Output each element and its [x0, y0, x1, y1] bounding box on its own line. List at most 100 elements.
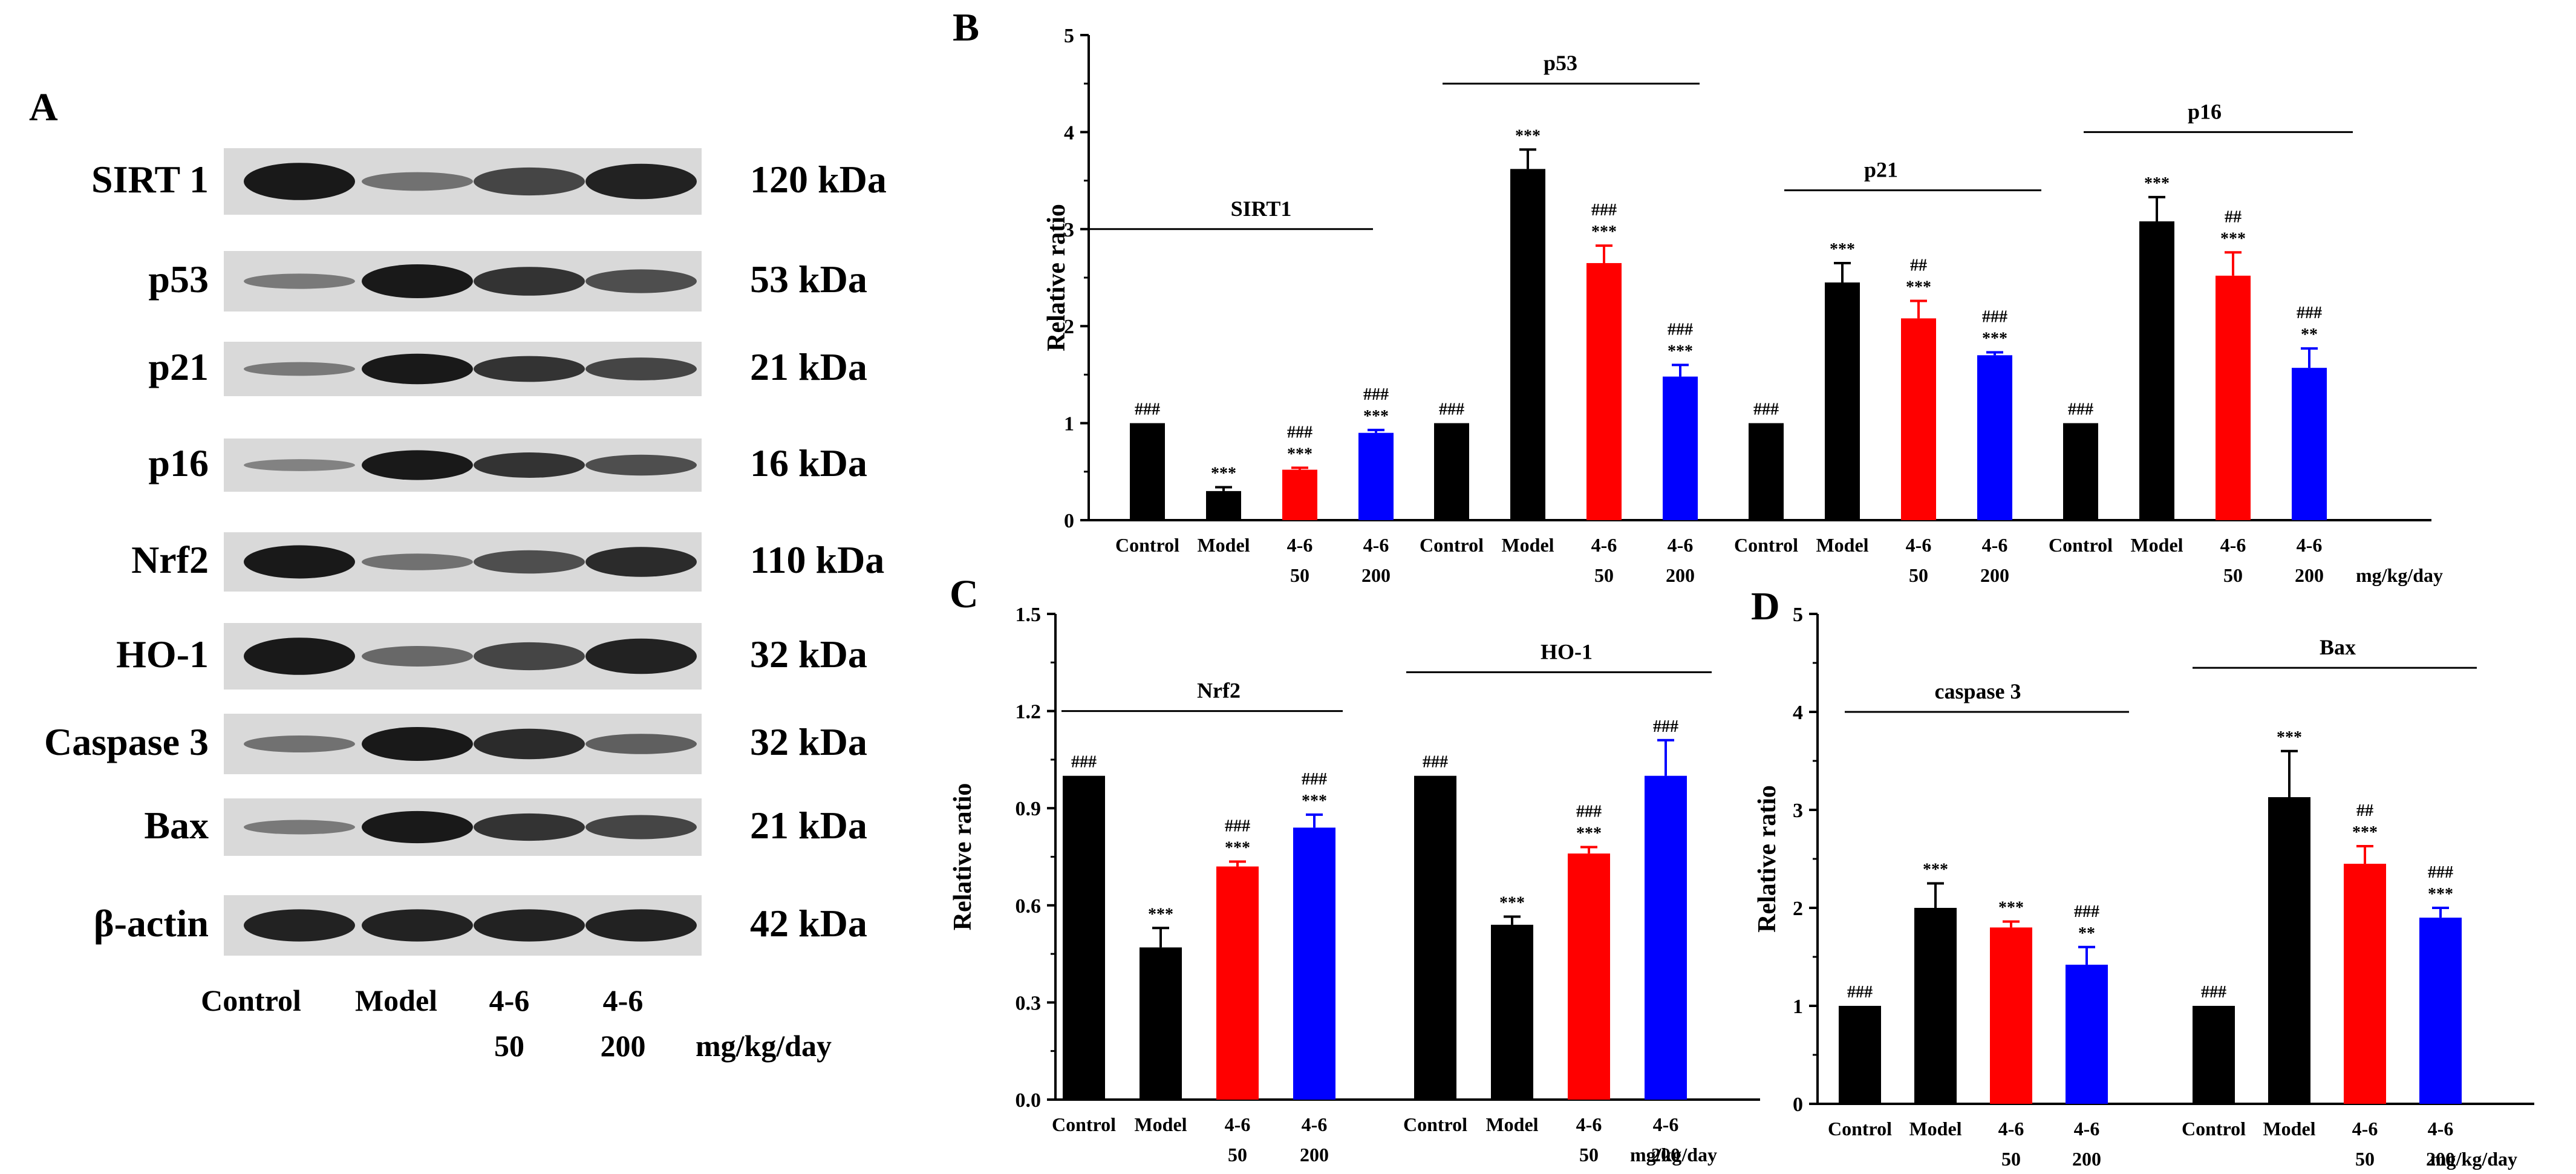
lane-label-control: Control — [201, 983, 301, 1017]
blot-band — [244, 820, 355, 835]
x-dose-label: 50 — [1579, 1144, 1599, 1166]
x-category-label: Model — [1816, 534, 1868, 556]
blot-band — [244, 909, 355, 942]
y-tick-label: 2 — [1064, 316, 1074, 338]
significance-mark: ### — [2068, 400, 2093, 419]
band-label: SIRT 1 — [91, 158, 209, 201]
bar — [2063, 423, 2098, 520]
band-label: β-actin — [93, 902, 209, 945]
band-label: Nrf2 — [131, 538, 209, 581]
significance-mark: *** — [1906, 278, 1931, 296]
bar — [1293, 827, 1335, 1100]
x-category-label: 4-6 — [1998, 1118, 2024, 1140]
blot-strip — [224, 714, 702, 774]
y-tick-label: 0.9 — [1016, 798, 1042, 820]
y-axis-label: Relative ratio — [1043, 204, 1071, 351]
x-category-label: Control — [2182, 1118, 2246, 1140]
y-tick-label: 0 — [1064, 510, 1074, 532]
lane-units: mg/kg/day — [696, 1029, 832, 1063]
bar — [1206, 491, 1241, 520]
band-size: 32 kDa — [750, 720, 867, 763]
group-title: Bax — [2320, 635, 2356, 659]
x-category-label: Model — [1501, 534, 1554, 556]
significance-mark: *** — [1923, 861, 1948, 879]
band-size: 21 kDa — [750, 803, 867, 847]
significance-mark: ** — [2301, 325, 2318, 344]
x-units-label: mg/kg/day — [2430, 1148, 2517, 1170]
blot-band — [474, 167, 585, 196]
x-category-label: 4-6 — [1576, 1114, 1602, 1135]
blot-band — [585, 163, 697, 200]
blot-band — [585, 454, 697, 476]
blot-band — [474, 909, 585, 942]
bar — [1914, 908, 1957, 1104]
band-size: 110 kDa — [750, 538, 885, 581]
x-category-label: 4-6 — [1982, 534, 2008, 556]
blot-band — [362, 553, 473, 570]
band-size: 53 kDa — [750, 258, 867, 301]
bar — [1977, 355, 2012, 520]
x-category-label: Control — [1403, 1114, 1467, 1135]
significance-mark: *** — [1302, 792, 1327, 810]
significance-mark: *** — [2352, 823, 2378, 842]
bar — [1358, 432, 1394, 520]
panel-letter-c: C — [950, 572, 979, 616]
significance-mark: ** — [2078, 924, 2095, 943]
x-category-label: 4-6 — [1668, 534, 1694, 556]
x-category-label: Control — [1734, 534, 1798, 556]
x-category-label: 4-6 — [2297, 534, 2323, 556]
bar — [2193, 1006, 2235, 1104]
bar — [1586, 263, 1622, 520]
bar — [1414, 775, 1456, 1100]
lane-label-high-dose: 4-6 — [602, 983, 644, 1017]
blot-band — [474, 356, 585, 382]
x-dose-label: 50 — [2355, 1148, 2375, 1170]
y-axis-label: Relative ratio — [949, 783, 977, 931]
x-category-label: Model — [1197, 534, 1250, 556]
blot-band — [474, 452, 585, 478]
significance-mark: ### — [1982, 308, 2007, 327]
significance-mark: ### — [1753, 400, 1779, 419]
blot-band — [585, 638, 697, 674]
blot-band — [244, 545, 355, 579]
bar — [2066, 964, 2108, 1104]
group-title: p53 — [1544, 51, 1577, 75]
x-units-label: mg/kg/day — [2356, 564, 2443, 586]
x-dose-label: 200 — [2295, 564, 2324, 586]
y-tick-label: 0.6 — [1016, 895, 1042, 918]
bar — [1825, 282, 1860, 520]
group-title: caspase 3 — [1935, 679, 2021, 703]
significance-mark: ### — [2201, 983, 2226, 1002]
blot-band — [585, 547, 697, 577]
x-category-label: 4-6 — [1653, 1114, 1679, 1135]
x-category-label: 4-6 — [1363, 534, 1389, 556]
x-category-label: 4-6 — [1906, 534, 1932, 556]
blot-band — [362, 727, 473, 761]
significance-mark: *** — [1499, 894, 1525, 913]
x-dose-label: 50 — [1228, 1144, 1247, 1166]
x-category-label: Control — [1828, 1118, 1892, 1140]
y-tick-label: 1.2 — [1016, 701, 1042, 723]
blot-band — [362, 909, 473, 942]
blot-band — [362, 810, 473, 844]
x-category-label: 4-6 — [1287, 534, 1313, 556]
group-title: HO-1 — [1541, 639, 1593, 664]
group-title: p16 — [2188, 99, 2222, 123]
band-label: Bax — [144, 803, 209, 847]
blot-band — [244, 362, 355, 376]
x-category-label: 4-6 — [2352, 1118, 2378, 1140]
x-dose-label: 200 — [1361, 564, 1391, 586]
blot-strip — [224, 148, 702, 215]
significance-mark: *** — [2220, 229, 2246, 248]
y-tick-label: 1.5 — [1016, 604, 1042, 626]
significance-mark: ### — [1576, 802, 1602, 821]
band-size: 120 kDa — [750, 158, 887, 201]
significance-mark: ### — [2074, 902, 2099, 921]
lane-dose-200: 200 — [600, 1029, 646, 1063]
group-title: p21 — [1864, 158, 1898, 182]
x-category-label: Model — [1909, 1118, 1961, 1140]
blot-band — [585, 357, 697, 380]
blot-band — [362, 450, 473, 480]
